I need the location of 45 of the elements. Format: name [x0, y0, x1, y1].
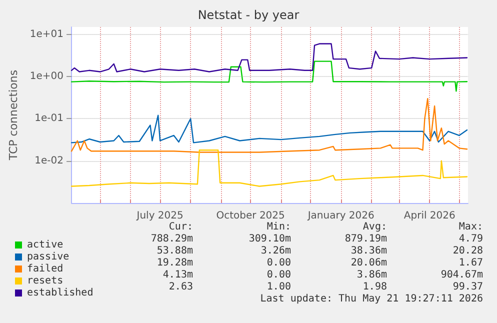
text: 0.00 [266, 270, 291, 280]
text: 3.26m [260, 246, 291, 256]
text: 4.13m [162, 270, 193, 280]
x-tick-label: July 2025 [136, 210, 184, 222]
text: 1.98 [362, 282, 387, 292]
text: 1.00 [266, 282, 291, 292]
text: Max: [458, 222, 483, 232]
legend-label: failed [27, 264, 64, 274]
line-series [70, 43, 468, 72]
y-tick-label: 1e+01 [30, 28, 64, 40]
text: 19.28m [156, 258, 193, 268]
y-axis-title: TCP connections [7, 70, 20, 162]
text: 1.67 [458, 258, 483, 268]
text: 879.19m [344, 234, 387, 244]
text: Min: [266, 222, 291, 232]
legend-label: passive [27, 252, 70, 262]
text: 309.10m [248, 234, 291, 244]
legend-label: established [27, 288, 94, 298]
text: 904.67m [440, 270, 483, 280]
y-tick-label: 1e-02 [34, 155, 64, 166]
x-tick-label: October 2025 [216, 210, 285, 222]
legend-label: active [27, 240, 64, 250]
text: 20.28 [452, 246, 483, 256]
text: 3.86m [356, 270, 387, 280]
text: 20.06m [350, 258, 387, 268]
line-series [70, 98, 468, 153]
y-tick-label: 1e+00 [30, 71, 64, 82]
text: 2.63 [168, 282, 193, 292]
text: Cur: [168, 222, 193, 232]
text: 0.00 [266, 258, 291, 268]
text: 4.79 [458, 234, 483, 244]
line-series [70, 60, 468, 92]
text: 38.36m [350, 246, 387, 256]
chart-title: Netstat - by year [198, 8, 300, 22]
x-tick-label: April 2026 [404, 210, 456, 222]
text: 99.37 [452, 282, 483, 292]
text: 53.88m [156, 246, 193, 256]
text: Last update: Thu May 21 19:27:11 2026 [260, 294, 483, 304]
x-tick-label: January 2026 [306, 210, 374, 222]
text: 788.29m [150, 234, 193, 244]
line-series [70, 114, 468, 144]
line-series [70, 149, 468, 187]
y-tick-label: 1e-01 [34, 113, 64, 124]
legend-label: resets [27, 276, 64, 286]
text: Avg: [362, 222, 387, 232]
